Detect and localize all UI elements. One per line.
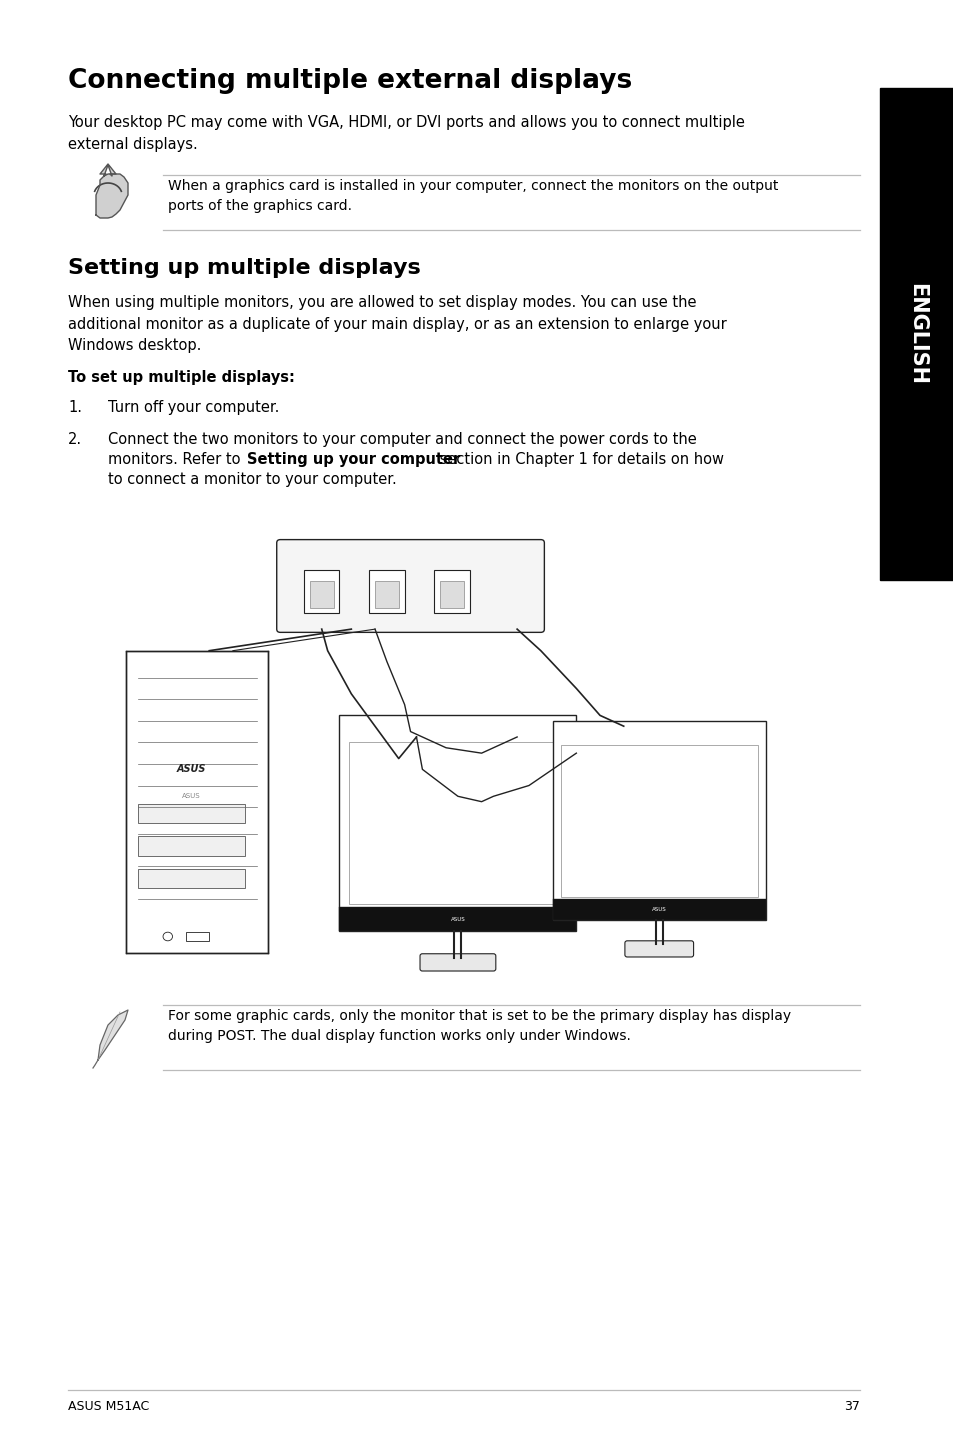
FancyBboxPatch shape — [419, 953, 496, 971]
Text: to connect a monitor to your computer.: to connect a monitor to your computer. — [108, 472, 396, 487]
Circle shape — [163, 932, 172, 940]
Bar — [349, 742, 566, 905]
Text: For some graphic cards, only the monitor that is set to be the primary display h: For some graphic cards, only the monitor… — [168, 1009, 790, 1043]
Bar — [339, 716, 576, 932]
Text: ENGLISH: ENGLISH — [906, 283, 926, 385]
Bar — [552, 720, 765, 920]
Bar — [560, 745, 757, 897]
Polygon shape — [96, 174, 128, 219]
Text: monitors. Refer to: monitors. Refer to — [108, 452, 245, 467]
Text: When a graphics card is installed in your computer, connect the monitors on the : When a graphics card is installed in you… — [168, 178, 778, 213]
Bar — [138, 837, 245, 856]
Bar — [310, 581, 334, 608]
Text: When using multiple monitors, you are allowed to set display modes. You can use : When using multiple monitors, you are al… — [68, 295, 726, 354]
Text: 1.: 1. — [68, 400, 82, 416]
Text: Setting up your computer: Setting up your computer — [247, 452, 459, 467]
Text: section in Chapter 1 for details on how: section in Chapter 1 for details on how — [435, 452, 723, 467]
Text: 37: 37 — [843, 1401, 859, 1414]
Text: ASUS: ASUS — [182, 794, 200, 800]
Text: ASUS: ASUS — [651, 907, 666, 912]
Text: ASUS: ASUS — [176, 765, 206, 774]
Text: ASUS M51AC: ASUS M51AC — [68, 1401, 149, 1414]
Bar — [552, 899, 765, 920]
Bar — [138, 869, 245, 889]
Polygon shape — [98, 1009, 128, 1060]
Bar — [439, 581, 463, 608]
Text: ASUS: ASUS — [450, 917, 465, 922]
Bar — [375, 581, 398, 608]
Bar — [339, 907, 576, 932]
Polygon shape — [100, 164, 116, 175]
Bar — [879, 88, 953, 580]
Bar — [185, 932, 209, 940]
Text: Connect the two monitors to your computer and connect the power cords to the: Connect the two monitors to your compute… — [108, 431, 696, 447]
Bar — [138, 804, 245, 823]
Text: To set up multiple displays:: To set up multiple displays: — [68, 370, 294, 385]
Bar — [434, 569, 469, 613]
Bar — [304, 569, 339, 613]
FancyBboxPatch shape — [624, 940, 693, 958]
Text: 2.: 2. — [68, 431, 82, 447]
FancyBboxPatch shape — [276, 539, 544, 633]
Text: Connecting multiple external displays: Connecting multiple external displays — [68, 68, 632, 93]
Text: Turn off your computer.: Turn off your computer. — [108, 400, 279, 416]
Bar — [369, 569, 404, 613]
Text: Setting up multiple displays: Setting up multiple displays — [68, 257, 420, 278]
FancyBboxPatch shape — [126, 650, 268, 952]
Text: Your desktop PC may come with VGA, HDMI, or DVI ports and allows you to connect : Your desktop PC may come with VGA, HDMI,… — [68, 115, 744, 151]
